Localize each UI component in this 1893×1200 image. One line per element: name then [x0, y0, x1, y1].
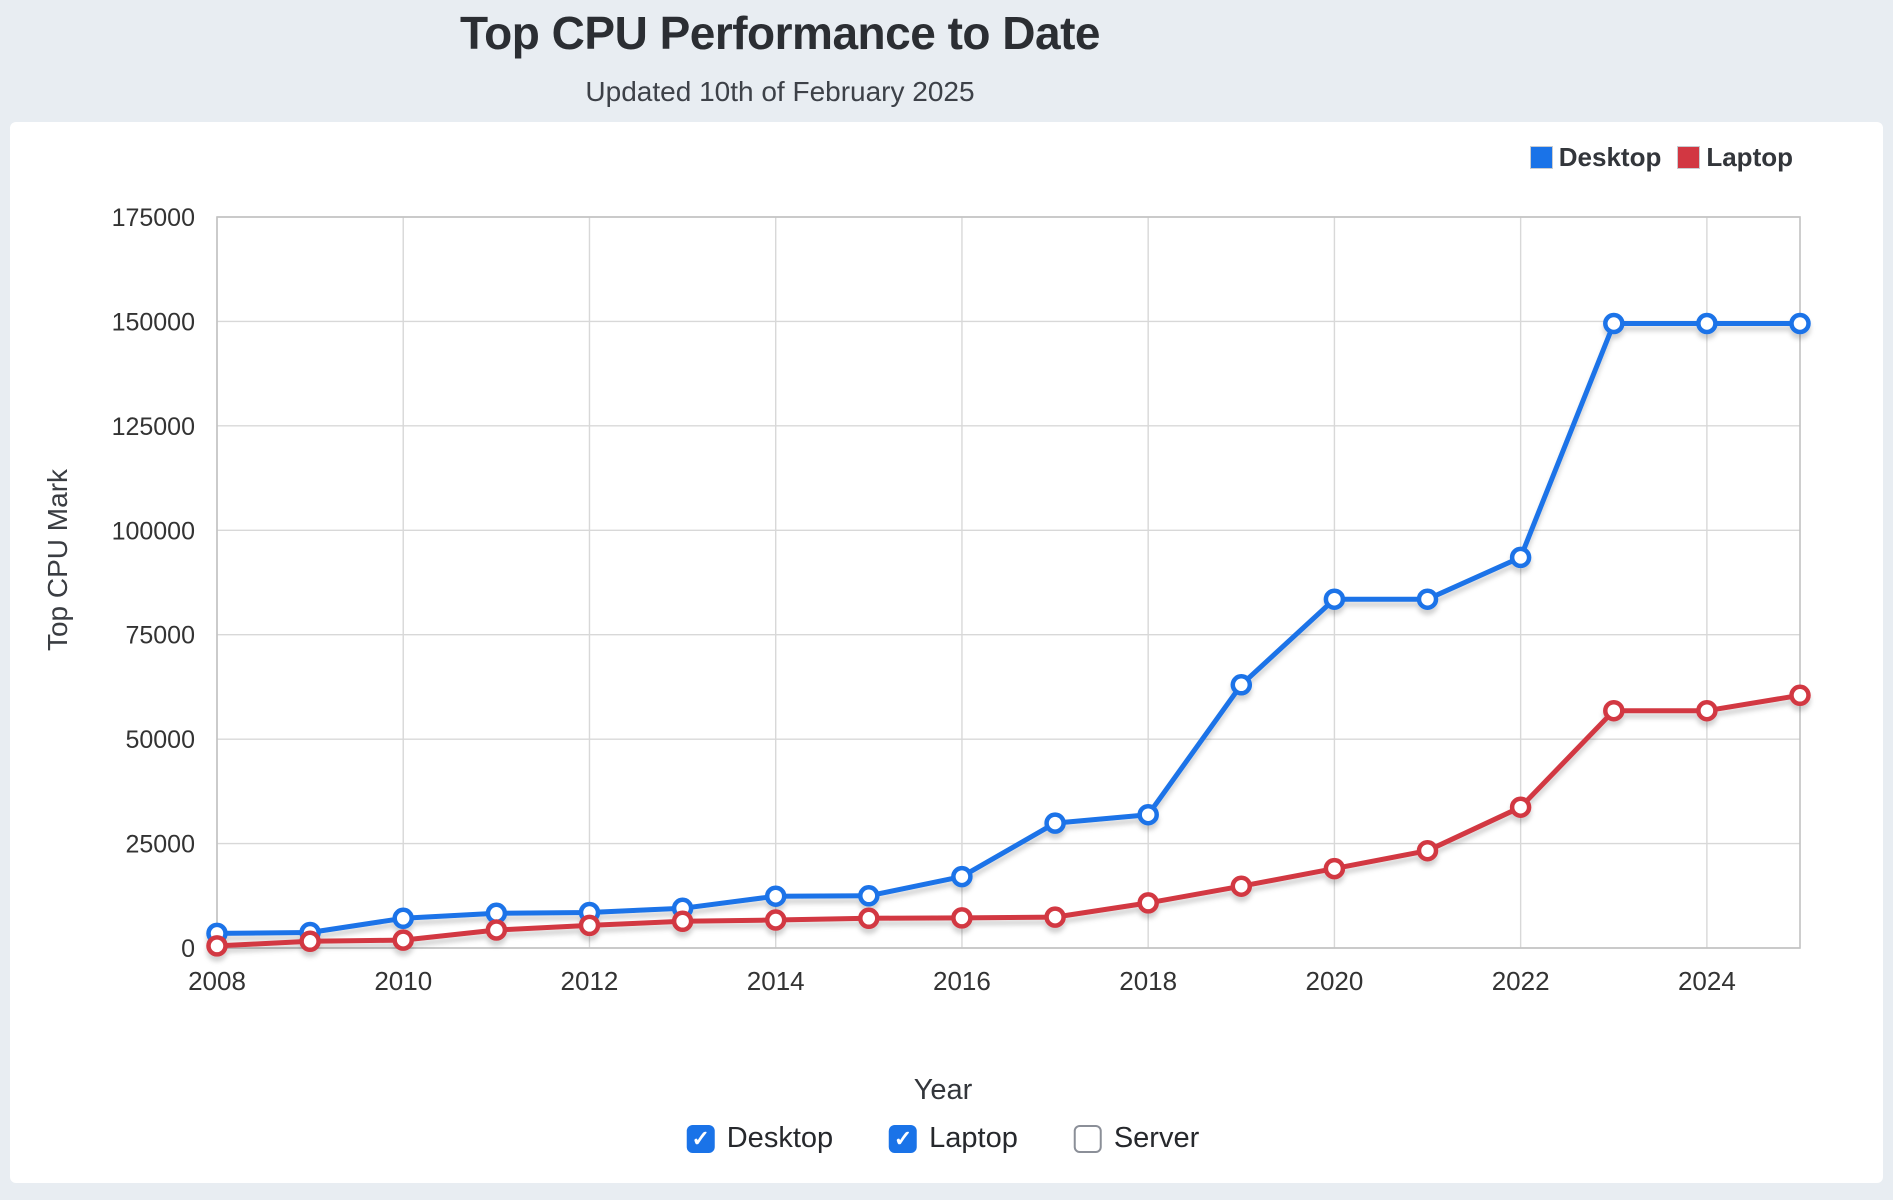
legend-label-desktop: Desktop: [1558, 142, 1662, 172]
laptop-checkbox-box[interactable]: [889, 1124, 918, 1153]
y-tick-label: 150000: [112, 308, 195, 336]
desktop-line: [216, 321, 1800, 936]
chart-card: 0 25000 50000 75000 100000 125000 150000 175000…: [10, 122, 1883, 1183]
desktop-checkbox-label: Desktop: [726, 1122, 834, 1154]
y-tick-label: 0: [181, 935, 195, 963]
server-checkbox-label: Server: [1113, 1122, 1200, 1154]
y-tick-label: 100000: [112, 517, 195, 545]
laptop-point-2021[interactable]: [1416, 839, 1439, 862]
desktop-point-2019[interactable]: [1230, 674, 1253, 696]
desktop-point-2020[interactable]: [1323, 588, 1346, 610]
desktop-series: [206, 312, 1811, 945]
laptop-point-2017[interactable]: [1044, 906, 1066, 928]
server-checkbox-box[interactable]: [1073, 1124, 1102, 1153]
laptop-point-2008[interactable]: [206, 935, 228, 957]
desktop-point-2022[interactable]: [1509, 546, 1532, 569]
x-tick-label: 2008: [188, 966, 246, 996]
x-tick-label: 2018: [1119, 966, 1177, 996]
desktop-point-2024[interactable]: [1696, 312, 1718, 335]
x-tick-label: 2024: [1678, 966, 1736, 996]
chart-legend: Desktop Laptop: [1529, 142, 1793, 173]
laptop-point-2020[interactable]: [1323, 857, 1346, 880]
y-tick-label: 125000: [112, 413, 195, 441]
desktop-point-2015[interactable]: [858, 885, 880, 907]
laptop-checkbox-label: Laptop: [929, 1122, 1018, 1154]
desktop-color-swatch: [1529, 146, 1553, 169]
legend-item-laptop[interactable]: Laptop: [1677, 142, 1793, 173]
desktop-point-2025[interactable]: [1789, 312, 1811, 335]
x-axis-title: Year: [913, 1074, 973, 1106]
laptop-point-2023[interactable]: [1603, 699, 1625, 722]
laptop-series-checkbox[interactable]: Laptop: [889, 1122, 1018, 1155]
x-tick-label: 2012: [561, 966, 619, 996]
laptop-color-swatch: [1677, 146, 1701, 169]
x-tick-label: 2016: [933, 966, 991, 996]
desktop-series-checkbox[interactable]: Desktop: [686, 1122, 834, 1155]
laptop-point-2019[interactable]: [1230, 875, 1253, 897]
laptop-point-2015[interactable]: [858, 907, 880, 930]
x-tick-label: 2010: [374, 966, 432, 996]
laptop-point-2022[interactable]: [1509, 796, 1532, 818]
x-tick-label: 2022: [1492, 966, 1550, 996]
y-axis-title: Top CPU Mark: [42, 468, 73, 652]
laptop-point-2014[interactable]: [764, 909, 787, 931]
legend-label-laptop: Laptop: [1706, 142, 1793, 172]
laptop-point-2012[interactable]: [578, 914, 601, 937]
y-tick-label: 175000: [112, 204, 195, 232]
page-title: Top CPU Performance to Date: [460, 7, 1100, 59]
line-chart-canvas: 0 25000 50000 75000 100000 125000 150000 175000…: [112, 204, 1811, 996]
laptop-series: [206, 684, 1811, 957]
y-tick-label: 75000: [125, 622, 195, 650]
y-tick-label: 50000: [125, 726, 195, 754]
chart-header: Top CPU Performance to Date Updated 10th…: [0, 0, 1560, 108]
desktop-point-2023[interactable]: [1603, 312, 1625, 335]
legend-item-desktop[interactable]: Desktop: [1529, 142, 1662, 173]
laptop-line: [216, 692, 1801, 949]
desktop-checkbox-box[interactable]: [686, 1124, 715, 1153]
page-subtitle: Updated 10th of February 2025: [585, 76, 975, 107]
x-tick-label: 2014: [747, 966, 805, 996]
laptop-point-2016[interactable]: [951, 907, 973, 929]
laptop-point-2024[interactable]: [1696, 699, 1718, 722]
laptop-point-2009[interactable]: [299, 930, 321, 953]
laptop-point-2010[interactable]: [392, 929, 414, 951]
y-tick-label: 25000: [125, 831, 195, 859]
laptop-point-2018[interactable]: [1137, 892, 1159, 914]
laptop-point-2013[interactable]: [671, 910, 694, 933]
x-tick-label: 2020: [1305, 966, 1363, 996]
desktop-point-2016[interactable]: [951, 865, 973, 888]
server-series-checkbox[interactable]: Server: [1073, 1122, 1200, 1155]
desktop-point-2018[interactable]: [1137, 803, 1159, 826]
desktop-point-2021[interactable]: [1416, 588, 1439, 610]
laptop-point-2011[interactable]: [485, 919, 508, 941]
desktop-point-2014[interactable]: [764, 885, 787, 907]
plot-border: [216, 216, 1801, 949]
desktop-point-2017[interactable]: [1044, 812, 1066, 834]
series-toggle-row: Desktop Laptop Server: [686, 1122, 1200, 1155]
laptop-point-2025[interactable]: [1789, 684, 1811, 707]
desktop-point-2010[interactable]: [392, 907, 414, 930]
